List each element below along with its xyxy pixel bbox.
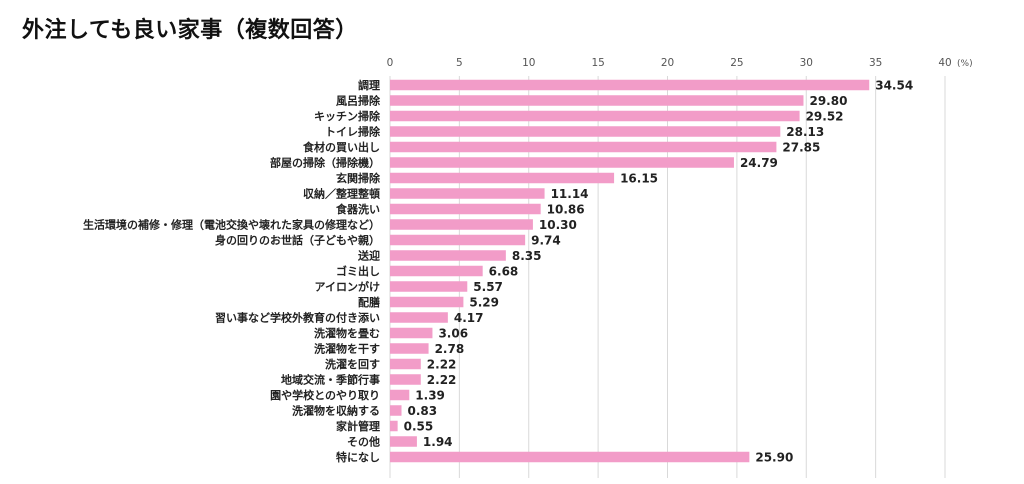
data-label: 28.13 — [786, 125, 824, 139]
x-tick-label: 0 — [387, 57, 394, 69]
category-label: 送迎 — [357, 249, 380, 263]
data-label: 29.80 — [809, 94, 847, 108]
category-label: 地域交流・季節行事 — [281, 373, 380, 387]
category-label: 特になし — [336, 450, 380, 464]
bar — [390, 358, 421, 370]
category-label: キッチン掃除 — [314, 109, 381, 123]
x-tick-label: 25 — [730, 57, 743, 69]
data-label: 27.85 — [782, 141, 820, 155]
category-label: 収納／整理整頓 — [303, 187, 380, 201]
bar — [390, 451, 750, 463]
category-label: 習い事など学校外教育の付き添い — [215, 311, 380, 325]
bar — [390, 172, 615, 184]
x-tick-label: 30 — [800, 57, 813, 69]
chart-title: 外注しても良い家事（複数回答） — [22, 18, 358, 43]
category-label: 洗濯を回す — [325, 357, 380, 371]
category-label: ゴミ出し — [336, 264, 380, 278]
x-unit-label: (%) — [957, 59, 973, 69]
data-label: 29.52 — [806, 110, 844, 124]
data-label: 3.06 — [438, 327, 468, 341]
data-label: 16.15 — [620, 172, 658, 186]
bar — [390, 405, 402, 416]
category-label: アイロンがけ — [315, 280, 380, 294]
x-tick-label: 5 — [456, 57, 463, 69]
x-tick-label: 20 — [661, 57, 674, 69]
category-label: 洗濯物を干す — [314, 342, 380, 356]
bar — [390, 296, 464, 308]
bar — [390, 281, 468, 292]
data-label: 9.74 — [531, 234, 561, 248]
bar — [390, 219, 533, 230]
data-label: 34.54 — [875, 79, 913, 93]
data-label: 11.14 — [551, 187, 589, 201]
bar — [390, 374, 421, 385]
category-label: 配膳 — [358, 295, 380, 309]
category-label: 調理 — [358, 78, 380, 92]
bar — [390, 203, 541, 215]
category-label: トイレ掃除 — [325, 125, 381, 139]
category-label: 洗濯物を収納する — [292, 404, 380, 418]
data-label: 8.35 — [512, 249, 542, 263]
bar — [390, 343, 429, 354]
bar — [390, 389, 410, 401]
data-label: 25.90 — [755, 451, 793, 465]
data-label: 10.86 — [547, 203, 585, 217]
data-label: 5.57 — [473, 280, 503, 294]
bar — [390, 110, 800, 122]
bar — [390, 95, 804, 106]
data-label: 2.22 — [427, 373, 457, 387]
data-label: 1.39 — [415, 389, 445, 403]
category-label: 食材の買い出し — [303, 140, 380, 154]
data-label: 0.83 — [408, 404, 438, 418]
data-label: 10.30 — [539, 218, 577, 232]
data-label: 2.22 — [427, 358, 457, 372]
bar — [390, 234, 526, 246]
bar — [390, 141, 777, 153]
category-label: 生活環境の補修・修理（電池交換や壊れた家具の修理など） — [83, 218, 380, 232]
x-tick-label: 15 — [591, 57, 604, 69]
category-label: 風呂掃除 — [336, 94, 381, 108]
bar — [390, 188, 545, 199]
category-label: 部屋の掃除（掃除機） — [270, 156, 380, 170]
category-label: 園や学校とのやり取り — [270, 388, 380, 402]
x-tick-label: 40 — [938, 57, 951, 69]
bar — [390, 250, 506, 261]
x-tick-label: 35 — [869, 57, 882, 69]
bar — [390, 436, 417, 447]
bar — [390, 79, 870, 91]
data-label: 4.17 — [454, 311, 484, 325]
data-label: 0.55 — [404, 420, 434, 434]
category-label: 食器洗い — [336, 202, 380, 216]
category-label: 玄関掃除 — [336, 171, 381, 185]
category-label: 身の回りのお世話（子どもや親） — [215, 233, 380, 247]
bar — [390, 312, 448, 323]
category-label: 家計管理 — [336, 419, 380, 433]
x-tick-label: 10 — [522, 57, 535, 69]
bar — [390, 157, 734, 168]
data-label: 6.68 — [489, 265, 519, 279]
bar — [390, 420, 398, 432]
data-label: 2.78 — [435, 342, 465, 356]
data-label: 1.94 — [423, 435, 453, 449]
data-label: 5.29 — [469, 296, 499, 310]
data-label: 24.79 — [740, 156, 778, 170]
bar — [390, 327, 433, 339]
bar — [390, 265, 483, 277]
category-label: その他 — [347, 435, 380, 449]
bar — [390, 126, 781, 137]
category-label: 洗濯物を畳む — [314, 326, 380, 340]
